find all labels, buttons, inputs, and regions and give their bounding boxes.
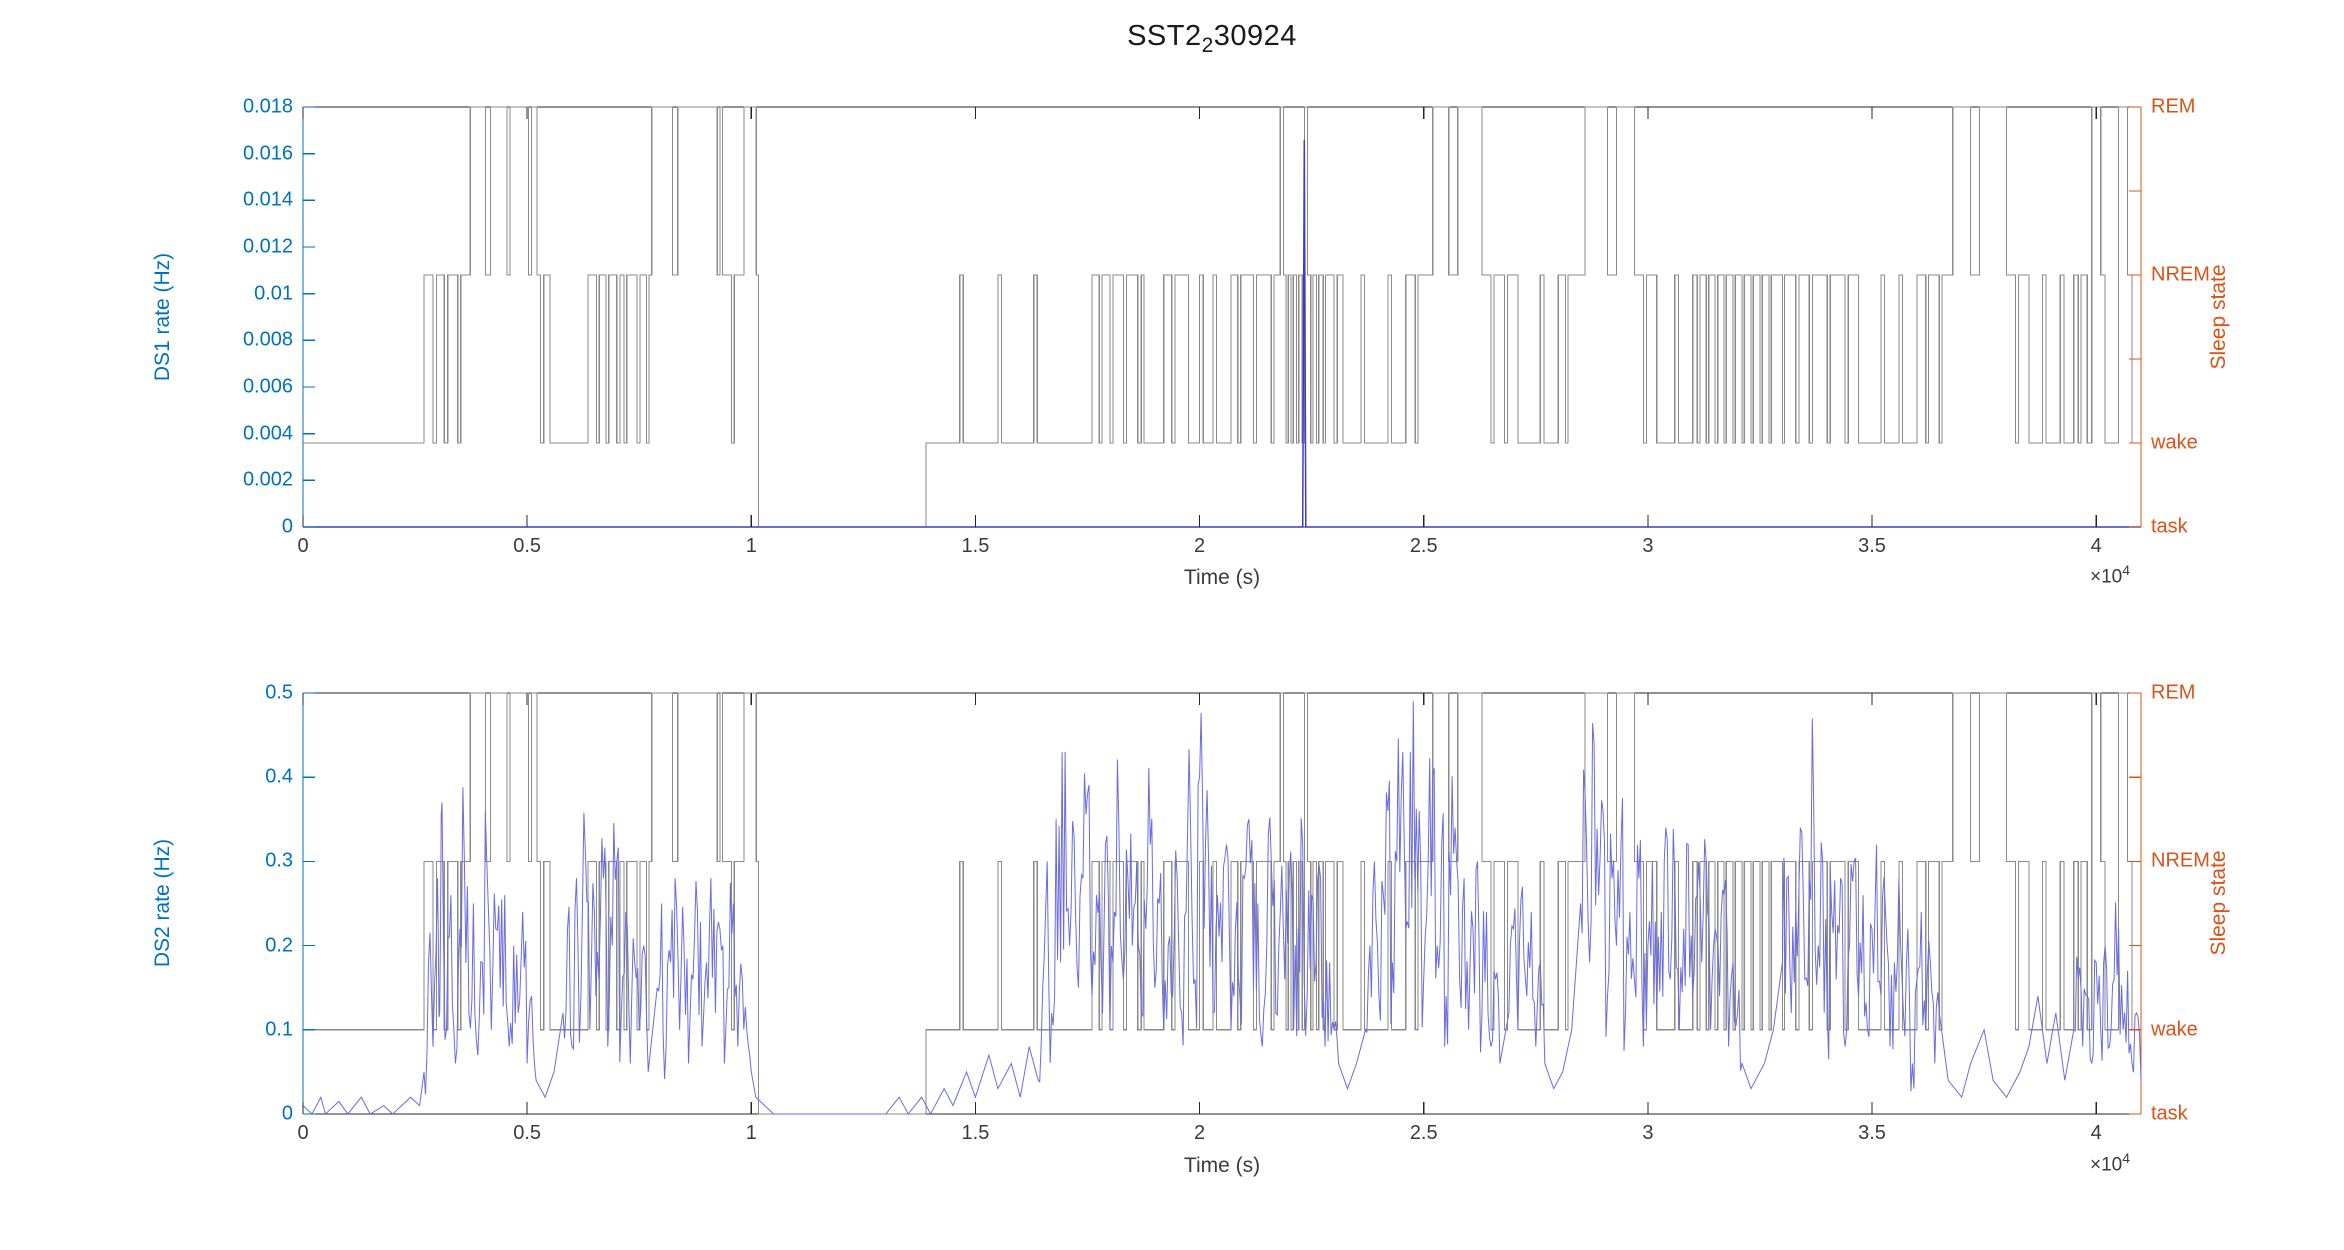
bottom-y-tick-label: 0.3 [265, 849, 293, 872]
bottom-x-tick-label: 3.5 [1858, 1122, 1886, 1144]
bottom-sleep-tick-label-task: task [2151, 1102, 2188, 1125]
top-x-tick-label: 2.5 [1409, 535, 1438, 557]
bottom-y-tick-label: 0.4 [265, 765, 293, 788]
top-x-tick-label: 1 [745, 535, 757, 557]
bottom-y-tick-label: 0 [281, 1102, 293, 1125]
top-x-tick-label: 1.5 [961, 535, 990, 557]
top-xlabel: Time (s) [1183, 566, 1261, 589]
bottom-x-tick-label: 2.5 [1409, 1122, 1438, 1144]
bottom-y2label: Sleep state [2207, 850, 2230, 956]
bottom-x-exponent: ×104 [2089, 1150, 2130, 1176]
top-sleep-tick-label-task: task [2151, 515, 2188, 538]
figure-title: SST2230924 [1127, 20, 1297, 58]
top-x-tick-label: 0 [297, 535, 309, 557]
top-x-tick-label: 2 [1194, 535, 1206, 557]
ds2-rate-line [302, 701, 2142, 1116]
title-prefix: SST2 [1127, 20, 1202, 52]
bottom-y-tick-label: 0.5 [265, 681, 293, 704]
top-y-tick-label: 0.008 [242, 328, 293, 351]
bottom-x-tick-label: 0.5 [513, 1122, 542, 1144]
top-sleep-tick-label-REM: REM [2151, 95, 2196, 118]
bottom-x-tick-label: 1.5 [961, 1122, 990, 1144]
top-sleep-tick-label-NREM: NREM [2151, 263, 2210, 286]
top-y-tick-label: 0 [281, 515, 293, 538]
bottom-x-tick-label: 4 [2090, 1122, 2102, 1144]
bottom-y-tick-label: 0.1 [265, 1018, 293, 1041]
bottom-ylabel: DS2 rate (Hz) [151, 838, 174, 968]
hypnogram-bottom [303, 692, 2141, 1115]
bottom-xlabel: Time (s) [1183, 1154, 1261, 1177]
bottom-x-tick-label: 1 [745, 1122, 757, 1144]
top-y-tick-label: 0.004 [242, 422, 293, 445]
top-x-exponent: ×104 [2089, 562, 2130, 588]
top-y2label: Sleep state [2207, 264, 2230, 370]
top-y-tick-label: 0.014 [242, 188, 293, 211]
bottom-x-tick-label: 2 [1194, 1122, 1206, 1144]
title-suffix: 30924 [1213, 20, 1297, 52]
bottom-x-tick-label: 0 [297, 1122, 309, 1144]
top-y-tick-label: 0.006 [242, 375, 293, 398]
top-y-tick-label: 0.002 [242, 468, 293, 491]
top-sleep-tick-label-wake: wake [2151, 431, 2198, 454]
top-x-tick-label: 0.5 [513, 535, 542, 557]
bottom-sleep-tick-label-NREM: NREM [2151, 849, 2210, 872]
bottom-sleep-tick-label-wake: wake [2151, 1018, 2198, 1041]
title-subscript: 2 [1201, 33, 1214, 57]
top-ylabel: DS1 rate (Hz) [151, 252, 174, 382]
top-x-tick-label: 3.5 [1858, 535, 1886, 557]
bottom-x-tick-label: 3 [1642, 1122, 1654, 1144]
top-x-tick-label: 3 [1642, 535, 1654, 557]
bottom-y-tick-label: 0.2 [265, 934, 293, 957]
top-y-tick-label: 0.01 [254, 282, 293, 305]
top-y-tick-label: 0.016 [242, 142, 293, 165]
hypnogram-top [303, 106, 2141, 528]
top-y-tick-label: 0.012 [242, 235, 293, 258]
top-y-tick-label: 0.018 [242, 95, 293, 118]
top-x-tick-label: 4 [2090, 535, 2102, 557]
bottom-sleep-tick-label-REM: REM [2151, 681, 2196, 704]
ds1-rate-line [303, 139, 2141, 528]
